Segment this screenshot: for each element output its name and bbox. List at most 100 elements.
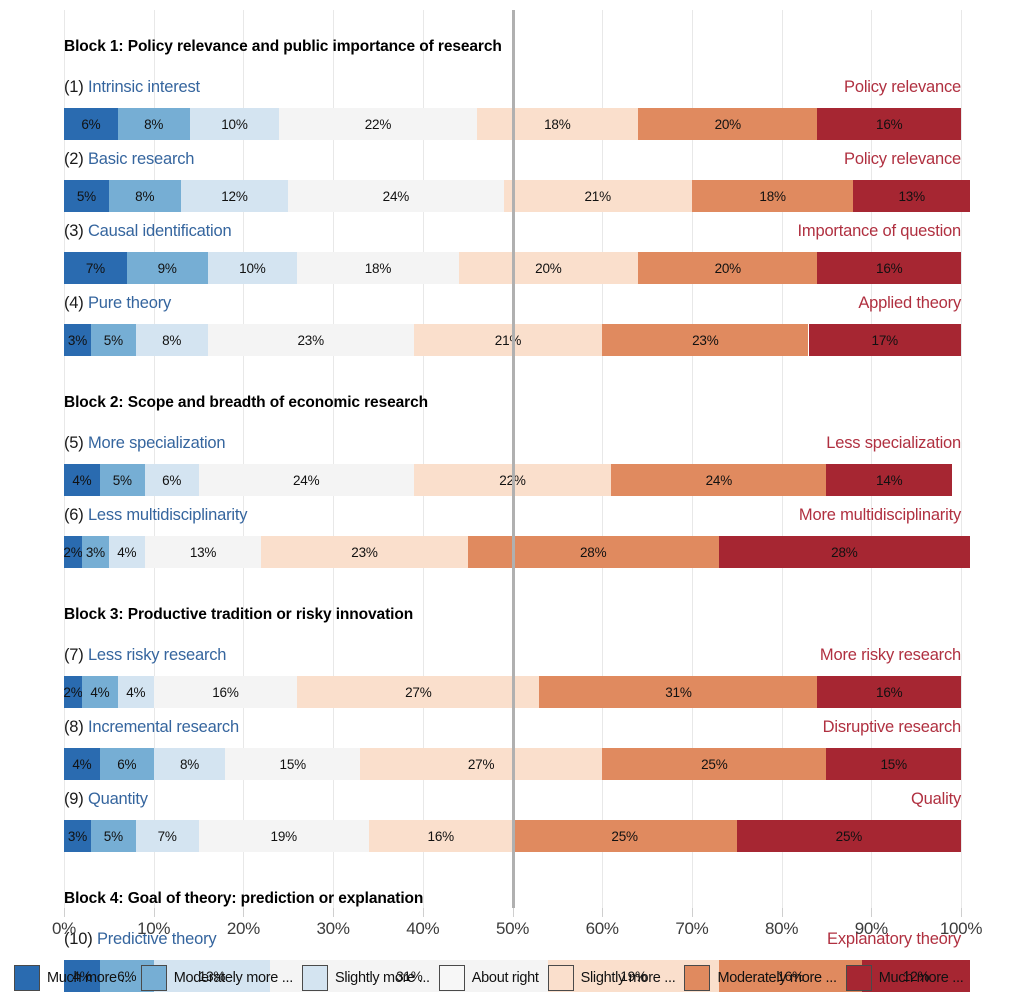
axis-tick-label: 20% xyxy=(226,919,260,938)
legend-item[interactable]: Slightly more ... xyxy=(301,965,430,991)
bar-segment: 14% xyxy=(826,464,953,496)
bar-segment-value: 15% xyxy=(880,756,908,772)
gridline-60 xyxy=(602,10,604,908)
bar-segment-value: 5% xyxy=(112,472,132,488)
row-number: (9) xyxy=(64,790,88,808)
bar-segment-value: 4% xyxy=(72,756,92,772)
bar-segment: 13% xyxy=(144,536,262,568)
bar-segment-value: 18% xyxy=(544,116,571,132)
legend-item[interactable]: Slightly more ... xyxy=(547,965,676,991)
axis-tick xyxy=(512,908,514,917)
bar-segment: 5% xyxy=(64,180,109,212)
bar-segment-value: 2% xyxy=(63,684,83,700)
bar-segment-value: 4% xyxy=(90,684,110,700)
bar-segment-value: 20% xyxy=(714,116,742,132)
row-left-label: (1) Intrinsic interest xyxy=(64,78,200,97)
bar-segment-value: 16% xyxy=(876,684,903,700)
bar-segment-value: 4% xyxy=(72,472,92,488)
bar-segment: 10% xyxy=(189,108,280,140)
bar-row: 3% 5% 7% 19% 16% 25% 25% xyxy=(64,820,961,852)
row-left-label: (3) Causal identification xyxy=(64,222,232,241)
legend-label: Slightly more ... xyxy=(334,970,430,986)
legend-swatch xyxy=(438,965,465,991)
row-right-label: Disruptive research xyxy=(822,718,962,736)
bar-segment: 15% xyxy=(826,748,961,780)
row-left-label-text: Less risky research xyxy=(87,646,227,664)
legend-swatch xyxy=(140,965,167,991)
legend-label: Slightly more ... xyxy=(580,970,676,986)
bar-segment: 24% xyxy=(611,464,827,496)
bar-segment: 31% xyxy=(539,676,818,708)
bar-segment: 4% xyxy=(64,464,100,496)
legend-item[interactable]: Much more ... xyxy=(14,965,132,991)
bar-segment-value: 3% xyxy=(85,544,105,560)
axis-tick-label: 90% xyxy=(854,919,888,938)
bar-segment-value: 4% xyxy=(117,544,137,560)
bar-segment: 16% xyxy=(153,676,298,708)
center-reference-line xyxy=(511,10,515,908)
bar-segment-value: 25% xyxy=(611,828,638,844)
row-left-label: (4) Pure theory xyxy=(64,294,171,313)
bar-segment: 3% xyxy=(81,536,109,568)
bar-segment: 20% xyxy=(458,252,639,284)
block-title: Block 2: Scope and breadth of economic r… xyxy=(64,394,428,411)
gridline-90 xyxy=(871,10,873,908)
row-right-label: Less specialization xyxy=(826,434,961,452)
bar-segment: 28% xyxy=(467,536,719,568)
gridline-100 xyxy=(961,10,962,908)
bar-segment: 7% xyxy=(135,820,199,852)
bar-segment: 28% xyxy=(718,536,970,568)
bar-segment-value: 8% xyxy=(135,188,155,204)
bar-segment: 4% xyxy=(81,676,118,708)
bar-segment-value: 13% xyxy=(198,968,226,984)
bar-segment-value: 14% xyxy=(876,472,903,488)
bar-segment-value: 16% xyxy=(427,828,455,844)
bar-segment-value: 6% xyxy=(117,968,137,984)
axis-tick-label: 70% xyxy=(675,919,709,938)
bar-segment: 16% xyxy=(368,820,513,852)
legend-item[interactable]: Moderately more ... xyxy=(140,965,293,991)
bar-segment-value: 18% xyxy=(364,260,392,276)
bar-segment-value: 20% xyxy=(714,260,742,276)
block-title: Block 1: Policy relevance and public imp… xyxy=(64,38,502,55)
block-title: Block 3: Productive tradition or risky i… xyxy=(64,606,414,623)
row-left-label: (9) Quantity xyxy=(64,790,148,809)
legend-swatch xyxy=(547,965,574,991)
bar-segment: 4% xyxy=(64,748,100,780)
bar-segment-value: 19% xyxy=(270,828,298,844)
bar-segment-value: 10% xyxy=(221,116,248,132)
legend-swatch xyxy=(684,965,711,991)
axis-tick xyxy=(153,908,155,917)
bar-segment-value: 16% xyxy=(876,116,903,132)
bar-segment-value: 24% xyxy=(705,472,733,488)
legend-item[interactable]: About right xyxy=(438,965,539,991)
axis-tick xyxy=(602,908,604,917)
bar-segment-value: 5% xyxy=(103,332,123,348)
axis-tick xyxy=(422,908,424,917)
row-number: (1) xyxy=(64,78,88,96)
row-right-label: Policy relevance xyxy=(844,150,961,168)
row-right-label: Importance of question xyxy=(797,222,962,240)
bar-segment-value: 8% xyxy=(180,756,200,772)
bar-segment-value: 23% xyxy=(351,544,378,560)
legend-label: Much more ... xyxy=(878,970,964,986)
legend-item[interactable]: Moderately more ... xyxy=(684,965,837,991)
axis-tick xyxy=(871,908,873,917)
bar-segment: 16% xyxy=(718,960,863,992)
row-left-label: (7) Less risky research xyxy=(64,646,226,665)
bar-segment-value: 3% xyxy=(67,828,88,844)
gridline-0 xyxy=(64,10,65,908)
row-right-label: More risky research xyxy=(819,646,961,664)
bar-segment: 25% xyxy=(736,820,961,852)
bar-segment-value: 25% xyxy=(835,828,863,844)
legend-item[interactable]: Much more ... xyxy=(845,965,964,991)
bar-segment-value: 23% xyxy=(297,332,324,348)
bar-segment-value: 12% xyxy=(902,968,930,984)
bar-segment-value: 21% xyxy=(494,332,522,348)
bar-segment: 27% xyxy=(297,676,540,708)
bar-segment: 13% xyxy=(153,960,271,992)
bar-segment: 5% xyxy=(90,820,136,852)
bar-segment-value: 4% xyxy=(126,684,146,700)
bar-segment: 16% xyxy=(817,108,961,140)
legend-label: Moderately more ... xyxy=(717,970,837,986)
